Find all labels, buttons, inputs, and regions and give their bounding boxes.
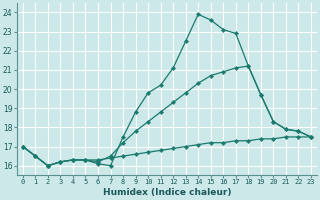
X-axis label: Humidex (Indice chaleur): Humidex (Indice chaleur)	[103, 188, 231, 197]
